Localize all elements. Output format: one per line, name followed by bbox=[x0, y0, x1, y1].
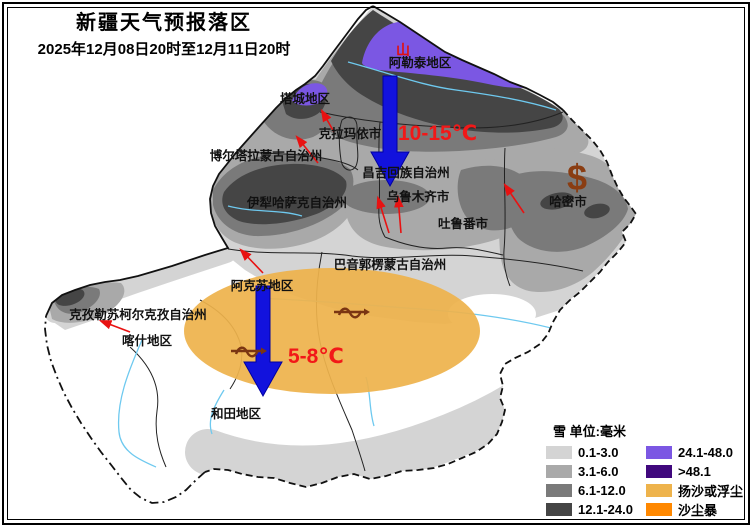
legend-item: 3.1-6.0 bbox=[546, 463, 640, 479]
legend-label: 沙尘暴 bbox=[678, 502, 718, 518]
legend-item: 6.1-12.0 bbox=[546, 482, 640, 498]
wind-arrow-icon bbox=[503, 183, 525, 214]
legend-label: 0.1-3.0 bbox=[578, 444, 619, 460]
region-label-akesu: 阿克苏地区 bbox=[231, 278, 294, 293]
region-label-bayinguoleng: 巴音郭楞蒙古自治州 bbox=[334, 257, 447, 272]
map-frame-outer bbox=[2, 2, 750, 525]
legend-swatch bbox=[646, 483, 672, 497]
altay-snow-symbol-icon: 山 bbox=[396, 42, 410, 58]
legend-title: 雪 单位:毫米 bbox=[553, 424, 626, 439]
legend-swatch bbox=[546, 445, 572, 459]
legend-label: >48.1 bbox=[678, 463, 711, 479]
region-label-kashi: 喀什地区 bbox=[122, 333, 173, 348]
wind-arrow-icon bbox=[295, 135, 319, 164]
cold-air-arrow-north-icon bbox=[370, 75, 410, 188]
temp-drop-north-label: 10-15℃ bbox=[398, 122, 477, 145]
legend-swatch bbox=[546, 502, 572, 516]
legend-label: 3.1-6.0 bbox=[578, 463, 619, 479]
wind-arrow-icon bbox=[98, 320, 131, 333]
legend-item: 沙尘暴 bbox=[646, 502, 743, 518]
legend-item: 扬沙或浮尘 bbox=[646, 483, 744, 499]
legend-label: 6.1-12.0 bbox=[578, 482, 626, 498]
legend-swatch bbox=[646, 445, 672, 459]
legend-label: 扬沙或浮尘 bbox=[678, 483, 744, 499]
wind-arrow-icon bbox=[394, 194, 404, 234]
legend: 雪 单位:毫米 0.1-3.0 3.1-6.0 6.1-12.0 12.1-24… bbox=[546, 421, 748, 518]
temp-drop-south-label: 5-8℃ bbox=[288, 345, 344, 368]
legend-swatch bbox=[546, 464, 572, 478]
legend-item: 12.1-24.0 bbox=[546, 501, 640, 517]
wind-arrows bbox=[98, 108, 525, 333]
legend-swatch bbox=[646, 464, 672, 478]
legend-swatch bbox=[546, 483, 572, 497]
region-label-hami: 哈密市 bbox=[549, 194, 587, 209]
legend-item: >48.1 bbox=[646, 463, 743, 479]
region-label-wulumuqi: 乌鲁木齐市 bbox=[387, 189, 450, 204]
map-frame-inner bbox=[7, 7, 745, 520]
region-labels: 阿勒泰地区 塔城地区 克拉玛依市 博尔塔拉蒙古自治州 昌吉回族自治州 伊犁哈萨克… bbox=[69, 55, 587, 421]
region-label-changji: 昌吉回族自治州 bbox=[362, 165, 450, 180]
xinjiang-outline bbox=[44, 5, 638, 504]
blowing-sand-icon: $ bbox=[567, 157, 587, 198]
region-label-tulufan: 吐鲁番市 bbox=[438, 216, 489, 231]
legend-label: 24.1-48.0 bbox=[678, 444, 733, 460]
region-label-kezilesu: 克孜勒苏柯尔克孜自治州 bbox=[69, 307, 207, 322]
region-label-tacheng: 塔城地区 bbox=[280, 91, 331, 106]
forecast-date-range: 2025年12月08日20时至12月11日20时 bbox=[37, 41, 291, 58]
region-label-yili: 伊犁哈萨克自治州 bbox=[246, 195, 347, 210]
legend-item: 0.1-3.0 bbox=[546, 444, 640, 460]
region-label-boertala: 博尔塔拉蒙古自治州 bbox=[210, 148, 323, 163]
title-block: 新疆天气预报落区 2025年12月08日20时至12月11日20时 bbox=[14, 6, 314, 59]
wind-arrow-icon bbox=[239, 248, 264, 274]
wind-arrow-icon bbox=[320, 108, 335, 133]
legend-item: 24.1-48.0 bbox=[646, 444, 743, 460]
cold-air-arrow-south-icon bbox=[243, 285, 283, 398]
region-label-aletai: 阿勒泰地区 bbox=[389, 55, 452, 70]
wind-arrow-icon bbox=[376, 195, 390, 234]
region-label-kelamayi: 克拉玛依市 bbox=[319, 126, 382, 141]
region-label-hetian: 和田地区 bbox=[210, 406, 262, 421]
legend-swatch bbox=[646, 502, 672, 516]
page-title: 新疆天气预报落区 bbox=[76, 12, 252, 34]
legend-label: 12.1-24.0 bbox=[578, 501, 633, 517]
